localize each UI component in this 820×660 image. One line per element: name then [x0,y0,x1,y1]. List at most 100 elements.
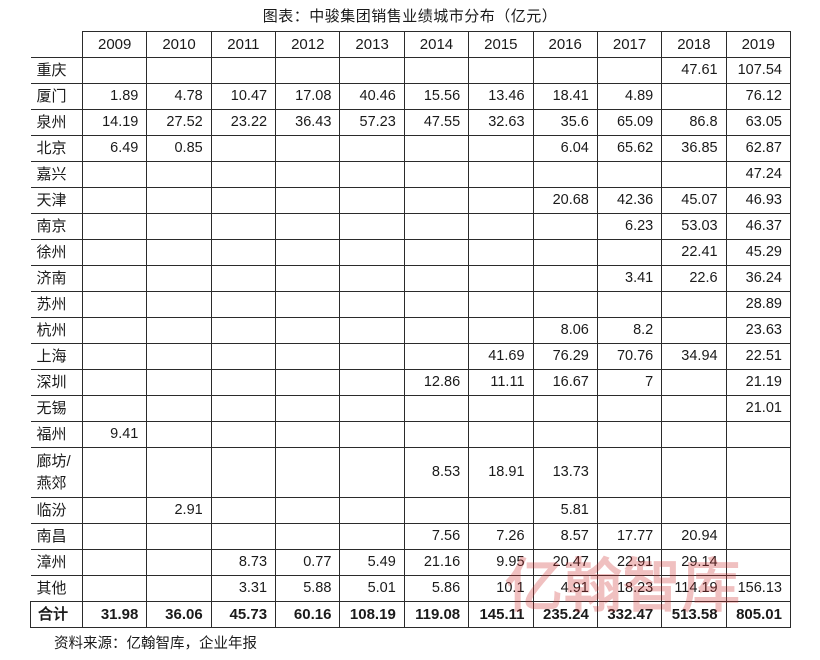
table-body: 重庆 47.61 107.54 厦门 1.89 4.78 10.47 17.08 40.46 15… [30,57,791,602]
total-cell: 332.47 [596,601,663,628]
row-label: 北京 [30,135,83,162]
table-row: 济南 3.41 22.6 36.24 [30,265,791,292]
table-cell: 2.91 [146,497,212,524]
table-cell: 36.85 [661,135,727,162]
table-cell: 107.54 [725,57,791,84]
table-cell: 36.24 [725,265,791,292]
table-row: 深圳 12.86 11.11 16.67 7 21.19 [30,369,791,396]
table-cell: 4.91 [532,575,598,602]
table-cell [468,213,534,240]
table-cell: 40.46 [339,83,405,110]
header-row: 2009 2010 2011 2012 2013 2014 2015 2016 2017 2018… [30,31,791,58]
table-cell [339,421,405,448]
table-cell: 9.41 [81,421,148,448]
table-corner-cell [30,31,83,58]
table-cell: 18.91 [468,447,534,498]
column-header-2017: 2017 [596,31,663,58]
total-cell: 235.24 [532,601,598,628]
row-label: 南京 [30,213,83,240]
table-cell: 10.1 [468,575,534,602]
source-note: 资料来源：亿翰智库，企业年报 [54,636,257,652]
table-cell [403,265,470,292]
table-cell: 5.88 [275,575,341,602]
table-cell [81,265,148,292]
table-cell: 114.19 [661,575,727,602]
table-cell [146,161,212,188]
table-cell: 22.6 [661,265,727,292]
table-cell [532,421,598,448]
table-cell: 13.46 [468,83,534,110]
table-cell [81,523,148,550]
table-cell: 3.41 [596,265,663,292]
table-cell [81,161,148,188]
row-label: 上海 [30,343,83,370]
table-cell [468,395,534,422]
table-cell: 0.77 [275,549,341,576]
row-label: 临汾 [30,497,83,524]
total-cell: 119.08 [403,601,470,628]
total-row-label: 合计 [30,601,83,628]
table-cell: 8.53 [403,447,470,498]
table-cell [468,421,534,448]
table-cell: 4.89 [596,83,663,110]
table-cell [275,447,341,498]
table-cell [146,523,212,550]
table-cell: 47.61 [661,57,727,84]
table-row: 苏州 28.89 [30,291,791,318]
table-cell: 76.12 [725,83,791,110]
table-cell: 8.57 [532,523,598,550]
table-cell [403,497,470,524]
table-cell [661,421,727,448]
table-cell [468,239,534,266]
table-cell: 14.19 [81,109,148,136]
table-cell [81,575,148,602]
row-label: 厦门 [30,83,83,110]
table-row: 上海 41.69 76.29 70.76 34.94 22.51 [30,343,791,370]
table-cell [596,497,663,524]
table-cell [146,265,212,292]
row-label: 泉州 [30,109,83,136]
table-cell: 0.85 [146,135,212,162]
table-cell [146,291,212,318]
table-cell [532,213,598,240]
table-cell: 57.23 [339,109,405,136]
table-cell: 11.11 [468,369,534,396]
table-row: 临汾 2.91 5.81 [30,497,791,524]
table-cell: 23.63 [725,317,791,344]
table-cell [275,343,341,370]
table-cell: 7 [596,369,663,396]
table-row: 其他 3.31 5.88 5.01 5.86 10.1 4.91 18.23 114.19 156… [30,575,791,602]
table-cell [725,421,791,448]
row-label: 漳州 [30,549,83,576]
table-cell: 21.16 [403,549,470,576]
table-row: 泉州 14.19 27.52 23.22 36.43 57.23 47.55 32.63 35.… [30,109,791,136]
table-cell: 23.22 [210,109,277,136]
table-cell [81,343,148,370]
column-header-2012: 2012 [275,31,341,58]
table-cell [532,161,598,188]
table-row: 重庆 47.61 107.54 [30,57,791,84]
table-cell [339,213,405,240]
table-row: 北京 6.49 0.85 6.04 65.62 36.85 62.87 [30,135,791,162]
total-cell: 145.11 [468,601,534,628]
table-cell [468,265,534,292]
table-cell [275,317,341,344]
table-cell [275,57,341,84]
table-cell: 34.94 [661,343,727,370]
total-cell: 60.16 [275,601,341,628]
table-cell [339,265,405,292]
table-cell [532,395,598,422]
table-cell [210,239,277,266]
table-cell: 47.55 [403,109,470,136]
table-cell [725,523,791,550]
table-cell [210,291,277,318]
table-cell: 41.69 [468,343,534,370]
table-cell [339,317,405,344]
table-cell [146,395,212,422]
table-cell [81,213,148,240]
table-cell: 5.86 [403,575,470,602]
table-cell: 35.6 [532,109,598,136]
table-cell [661,395,727,422]
row-label: 廊坊/ 燕郊 [30,447,83,498]
